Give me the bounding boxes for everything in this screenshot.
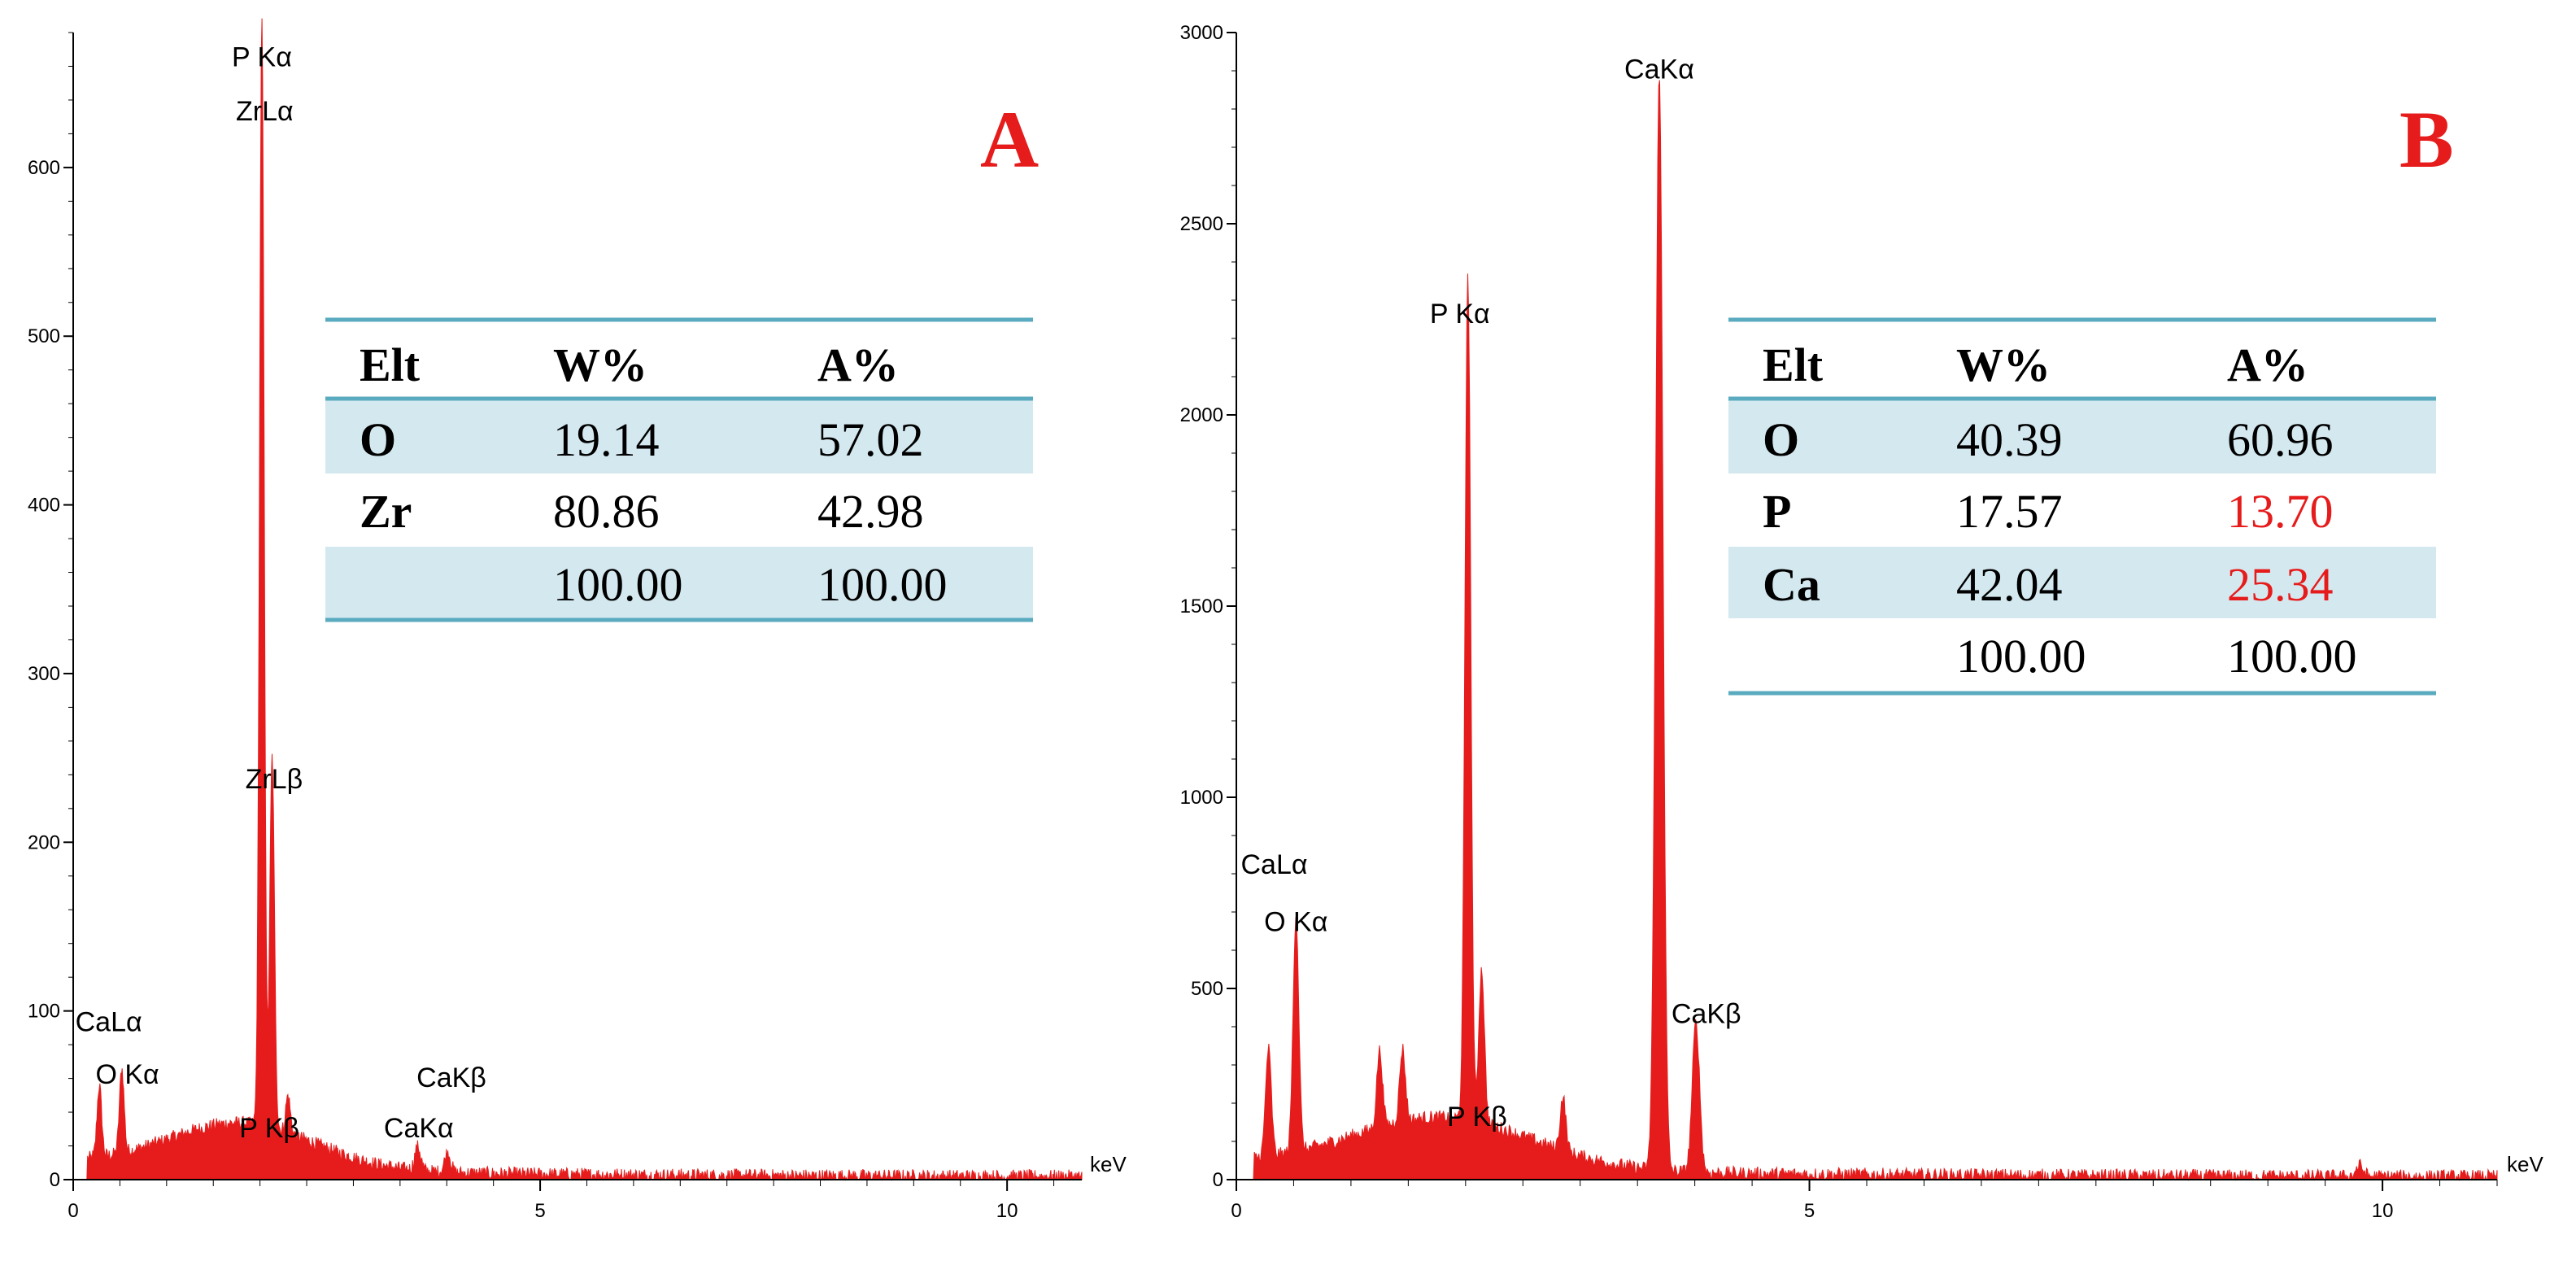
peak-label: CaKα <box>384 1113 454 1144</box>
x-tick-label: 5 <box>534 1200 545 1222</box>
peak-label: CaLα <box>1240 849 1307 880</box>
x-tick-label: 10 <box>996 1200 1018 1222</box>
y-tick-label: 2000 <box>1180 404 1223 426</box>
x-unit-label-b: keV <box>2507 1152 2543 1176</box>
peak-label: CaKβ <box>416 1062 486 1093</box>
table-b-cell: 17.57 <box>1956 485 2063 538</box>
table-a-cell: Zr <box>360 485 412 538</box>
table-b-cell: 60.96 <box>2227 413 2334 466</box>
table-b-header-w: W% <box>1956 338 2051 391</box>
table-b-cell-highlight: 25.34 <box>2227 558 2334 611</box>
peak-label: O Kα <box>1264 907 1327 938</box>
spectrum-b <box>1236 80 2498 1181</box>
peak-labels-a: P Kα ZrLα ZrLβ CaLα O Kα P Kβ CaKβ CaKα <box>76 41 486 1144</box>
peak-label: CaLα <box>76 1007 142 1038</box>
x-tick-label: 0 <box>68 1200 78 1222</box>
table-b-cell-highlight: 13.70 <box>2227 485 2334 538</box>
y-tick-label: 3000 <box>1180 22 1223 44</box>
table-a-cell: 80.86 <box>553 485 660 538</box>
table-a-row-shade <box>325 547 1033 618</box>
table-a-cell: 42.98 <box>817 485 924 538</box>
ticks-a: 0 100 200 300 400 500 600 0 5 10 <box>28 32 1055 1222</box>
table-a-cell: 100.00 <box>817 558 948 611</box>
table-a-cell: 19.14 <box>553 413 660 466</box>
peak-label: CaKβ <box>1672 998 1741 1029</box>
table-b-cell: P <box>1763 485 1791 538</box>
table-b-header-a: A% <box>2227 338 2308 391</box>
x-tick-label: 10 <box>2372 1200 2394 1222</box>
y-tick-label: 0 <box>1213 1169 1223 1191</box>
peak-label: P Kβ <box>239 1113 299 1144</box>
table-b-cell: 40.39 <box>1956 413 2063 466</box>
panel-b: 0 500 1000 1500 2000 2500 3000 0 5 10 keV CaKα P K… <box>1180 22 2544 1222</box>
panel-letter-b: B <box>2399 94 2454 185</box>
table-b-cell: O <box>1763 413 1799 466</box>
y-tick-label: 2500 <box>1180 213 1223 235</box>
table-b-header-elt: Elt <box>1763 338 1824 391</box>
peak-labels-b: CaKα P Kα CaLα O Kα CaKβ P Kβ <box>1240 54 1741 1132</box>
y-tick-label: 400 <box>28 495 60 517</box>
table-a-header-elt: Elt <box>360 338 421 391</box>
peak-label: ZrLα <box>236 96 294 127</box>
composition-table-b: Elt W% A% O 40.39 60.96 P 17.57 13.70 Ca… <box>1728 317 2436 696</box>
panel-a: 0 100 200 300 400 500 600 0 5 10 keV P Kα ZrLα ZrLβ… <box>28 18 1127 1222</box>
y-tick-label: 300 <box>28 663 60 685</box>
table-b-row-shade <box>1728 547 2436 618</box>
table-a-cell: 57.02 <box>817 413 924 466</box>
table-b-cell: 42.04 <box>1956 558 2063 611</box>
peak-label: P Kα <box>232 41 292 72</box>
spectrum-area <box>73 18 1083 1181</box>
y-tick-label: 500 <box>1191 978 1223 1000</box>
y-tick-label: 500 <box>28 325 60 347</box>
peak-label: CaKα <box>1624 54 1694 85</box>
y-tick-label: 1000 <box>1180 787 1223 809</box>
x-tick-label: 5 <box>1804 1200 1815 1222</box>
table-b-row-shade <box>1728 399 2436 473</box>
peak-label: ZrLβ <box>246 764 303 795</box>
composition-table-a: Elt W% A% O 19.14 57.02 Zr 80.86 42.98 1… <box>325 317 1033 622</box>
ticks-b: 0 500 1000 1500 2000 2500 3000 0 5 10 <box>1180 22 2498 1222</box>
spectrum-a <box>73 18 1083 1181</box>
y-tick-label: 1500 <box>1180 596 1223 617</box>
table-a-cell: O <box>360 413 396 466</box>
y-tick-label: 200 <box>28 831 60 853</box>
table-a-cell: 100.00 <box>553 558 683 611</box>
spectrum-area <box>1236 80 2498 1181</box>
peak-label: P Kβ <box>1447 1102 1507 1132</box>
x-tick-label: 0 <box>1231 1200 1241 1222</box>
y-tick-label: 0 <box>50 1169 60 1191</box>
table-a-header-w: W% <box>553 338 647 391</box>
y-tick-label: 600 <box>28 157 60 179</box>
table-b-cell: Ca <box>1763 558 1820 611</box>
peak-label: O Kα <box>95 1059 159 1090</box>
panel-letter-a: A <box>980 94 1039 185</box>
table-a-row-shade <box>325 399 1033 473</box>
table-a-header-a: A% <box>817 338 899 391</box>
x-unit-label-a: keV <box>1090 1152 1127 1176</box>
y-tick-label: 100 <box>28 1001 60 1023</box>
table-b-cell: 100.00 <box>1956 630 2086 683</box>
peak-label: P Kα <box>1430 299 1490 329</box>
table-b-cell: 100.00 <box>2227 630 2357 683</box>
